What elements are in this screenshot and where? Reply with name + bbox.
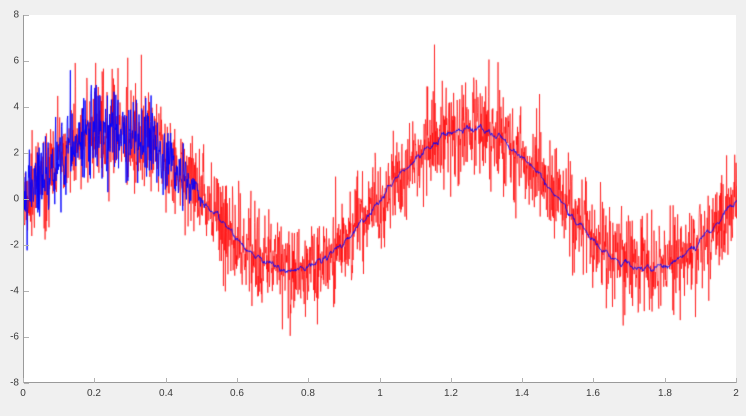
y-tick-label: -4 <box>10 285 19 297</box>
plot-area <box>23 15 737 383</box>
y-tick-label: -2 <box>10 239 19 251</box>
y-tick-label: 2 <box>13 147 19 159</box>
x-tick-label: 1.8 <box>658 388 672 399</box>
x-tick-label: 0.4 <box>159 388 173 399</box>
x-tick-mark <box>308 378 309 383</box>
x-tick-mark <box>237 378 238 383</box>
y-tick-mark <box>24 337 29 338</box>
x-tick-label: 1 <box>377 388 383 399</box>
y-tick-mark <box>24 153 29 154</box>
x-tick-mark <box>166 378 167 383</box>
x-tick-label: 1.6 <box>586 388 600 399</box>
x-tick-label: 0 <box>20 388 26 399</box>
y-tick-label: 6 <box>13 55 19 67</box>
x-tick-mark <box>522 378 523 383</box>
x-tick-mark <box>451 378 452 383</box>
y-tick-mark <box>24 245 29 246</box>
x-tick-label: 0.8 <box>301 388 315 399</box>
y-tick-label: 4 <box>13 101 19 113</box>
x-tick-label: 2 <box>733 388 739 399</box>
y-tick-mark <box>24 107 29 108</box>
y-tick-mark <box>24 199 29 200</box>
x-tick-label: 0.2 <box>87 388 101 399</box>
x-tick-mark <box>593 378 594 383</box>
y-tick-label: 0 <box>13 193 19 205</box>
x-tick-mark <box>736 378 737 383</box>
y-tick-mark <box>24 61 29 62</box>
x-tick-mark <box>94 378 95 383</box>
x-tick-label: 1.4 <box>515 388 529 399</box>
x-tick-mark <box>23 378 24 383</box>
y-tick-mark <box>24 15 29 16</box>
y-tick-label: 8 <box>13 9 19 21</box>
y-tick-mark <box>24 383 29 384</box>
x-tick-mark <box>380 378 381 383</box>
y-tick-label: -8 <box>10 377 19 389</box>
y-tick-mark <box>24 291 29 292</box>
signal-plot-canvas <box>24 15 737 383</box>
x-tick-mark <box>665 378 666 383</box>
y-tick-label: -6 <box>10 331 19 343</box>
x-tick-label: 1.2 <box>444 388 458 399</box>
x-tick-label: 0.6 <box>230 388 244 399</box>
